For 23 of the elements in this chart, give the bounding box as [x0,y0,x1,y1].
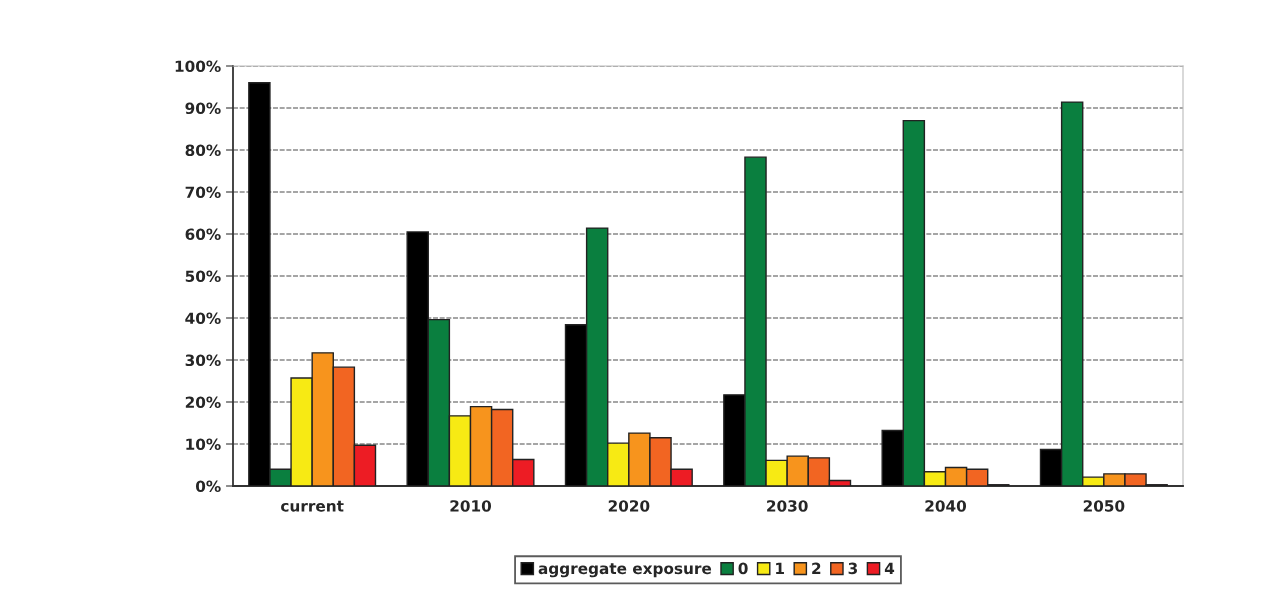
legend-label: 4 [884,562,895,574]
x-tick-label: 2050 [1083,500,1125,512]
x-tick-label: 2030 [767,500,808,512]
x-tick-label: 2010 [450,500,492,512]
y-tick-label: 20% [185,396,221,409]
y-tick-label: 90% [185,102,221,115]
y-tick-label: 80% [185,144,221,157]
y-tick-label: 100% [175,60,221,73]
x-tick-label: 2040 [925,500,967,512]
legend-label: 0 [738,562,748,575]
y-tick-label: 60% [185,228,221,241]
y-tick-label: 10% [186,438,221,451]
y-tick-label: 0% [195,480,221,493]
y-tick-label: 30% [185,354,221,367]
legend-label: 3 [848,562,857,575]
y-tick-label: 50% [185,270,221,283]
y-tick-label: 40% [185,312,221,325]
legend-label: aggregate exposure [538,563,712,578]
x-tick-label: 2020 [608,500,650,512]
y-tick-label: 70% [185,186,221,199]
legend-label: 1 [776,562,784,574]
legend-label: 2 [812,562,821,574]
x-tick-label: current [281,500,344,512]
